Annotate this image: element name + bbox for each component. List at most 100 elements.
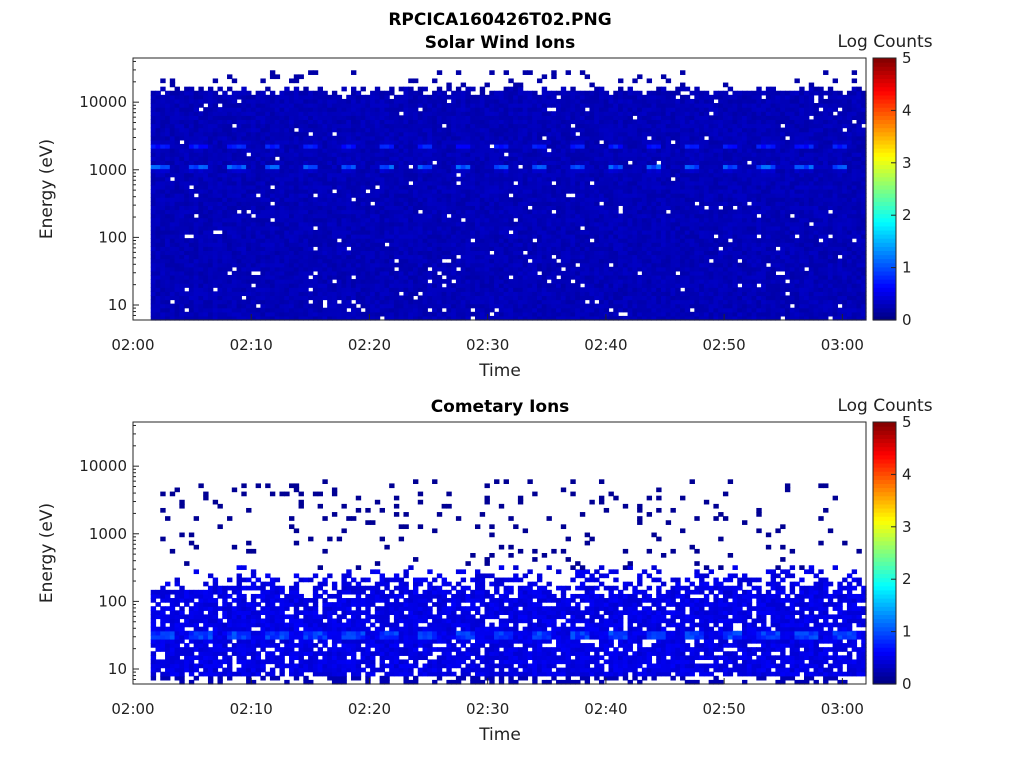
heatmap-cell	[265, 131, 271, 137]
heatmap-cell	[536, 229, 543, 235]
heatmap-cell	[432, 152, 438, 157]
heatmap-cell	[484, 82, 490, 88]
heatmap-cell	[374, 221, 381, 227]
heatmap-cell	[536, 78, 543, 84]
heatmap-cell	[379, 156, 385, 161]
heatmap-cell	[398, 254, 405, 260]
heatmap-cell	[498, 119, 505, 125]
heatmap-cell	[203, 246, 209, 251]
heatmap-cell	[436, 250, 443, 256]
heatmap-cell	[193, 139, 200, 145]
heatmap-cell	[346, 266, 352, 272]
heatmap-cell	[527, 201, 533, 206]
heatmap-cell	[217, 254, 223, 260]
heatmap-cell	[217, 139, 223, 145]
heatmap-cell	[384, 119, 390, 125]
heatmap-cell	[217, 205, 223, 211]
heatmap-cell	[541, 201, 548, 206]
heatmap-cell	[498, 139, 505, 145]
heatmap-cell	[198, 135, 204, 141]
heatmap-cell	[479, 94, 486, 100]
heatmap-cell	[403, 148, 409, 153]
heatmap-cell	[374, 115, 381, 120]
heatmap-cell	[236, 303, 242, 309]
heatmap-cell	[494, 270, 500, 276]
heatmap-cell	[546, 303, 552, 309]
heatmap-cell	[393, 148, 400, 153]
heatmap-cell	[474, 205, 481, 211]
heatmap-cell	[284, 119, 290, 125]
heatmap-cell	[165, 156, 171, 161]
heatmap-cell	[465, 291, 471, 297]
heatmap-cell	[370, 266, 376, 272]
heatmap-cell	[408, 213, 414, 219]
heatmap-cell	[389, 152, 395, 157]
heatmap-cell	[217, 127, 223, 133]
heatmap-cell	[479, 98, 486, 104]
heatmap-cell	[317, 303, 323, 309]
heatmap-cell	[460, 139, 467, 145]
heatmap-cell	[560, 119, 567, 125]
heatmap-cell	[298, 131, 304, 137]
heatmap-cell	[551, 94, 557, 100]
heatmap-cell	[565, 168, 571, 174]
heatmap-cell	[241, 238, 247, 243]
heatmap-cell	[231, 262, 238, 268]
heatmap-cell	[556, 115, 562, 120]
heatmap-cell	[174, 156, 180, 161]
heatmap-cell	[279, 242, 285, 247]
heatmap-cell	[398, 164, 405, 170]
heatmap-cell	[227, 168, 233, 174]
heatmap-cell	[541, 238, 548, 243]
heatmap-cell	[455, 168, 462, 174]
heatmap-cell	[484, 258, 490, 264]
heatmap-cell	[560, 94, 567, 100]
heatmap-cell	[560, 180, 567, 186]
heatmap-cell	[365, 172, 371, 178]
heatmap-cell	[184, 254, 190, 260]
heatmap-cell	[346, 189, 352, 194]
heatmap-cell	[269, 180, 276, 186]
heatmap-cell	[336, 176, 343, 182]
heatmap-cell	[179, 303, 185, 309]
heatmap-cell	[284, 250, 290, 256]
heatmap-cell	[508, 299, 514, 305]
heatmap-cell	[289, 229, 295, 235]
heatmap-cell	[341, 197, 347, 202]
heatmap-cell	[508, 111, 514, 116]
heatmap-cell	[341, 131, 347, 137]
heatmap-cell	[241, 103, 247, 108]
heatmap-cell	[413, 246, 419, 251]
heatmap-cell	[374, 250, 381, 256]
heatmap-cell	[465, 205, 471, 211]
heatmap-cell	[241, 86, 247, 92]
heatmap-cell	[193, 148, 200, 153]
heatmap-cell	[303, 139, 309, 145]
heatmap-cell	[365, 250, 371, 256]
heatmap-cell	[560, 139, 567, 145]
heatmap-cell	[489, 189, 495, 194]
heatmap-cell	[231, 176, 238, 182]
heatmap-cell	[565, 123, 571, 129]
heatmap-cell	[398, 283, 405, 288]
heatmap-cell	[303, 303, 309, 309]
heatmap-cell	[236, 270, 242, 276]
heatmap-cell	[436, 156, 443, 161]
heatmap-cell	[370, 168, 376, 174]
heatmap-cell	[265, 94, 271, 100]
heatmap-cell	[150, 139, 157, 145]
heatmap-cell	[198, 213, 204, 219]
heatmap-cell	[360, 111, 366, 116]
heatmap-cell	[327, 119, 333, 125]
heatmap-cell	[250, 123, 257, 129]
heatmap-cell	[441, 279, 447, 284]
heatmap-cell	[446, 279, 452, 284]
heatmap-cell	[408, 156, 414, 161]
heatmap-cell	[303, 90, 309, 96]
heatmap-cell	[327, 221, 333, 227]
heatmap-cell	[556, 160, 562, 166]
heatmap-cell	[370, 123, 376, 129]
heatmap-cell	[474, 103, 481, 108]
heatmap-cell	[250, 303, 257, 309]
heatmap-cell	[155, 139, 161, 145]
